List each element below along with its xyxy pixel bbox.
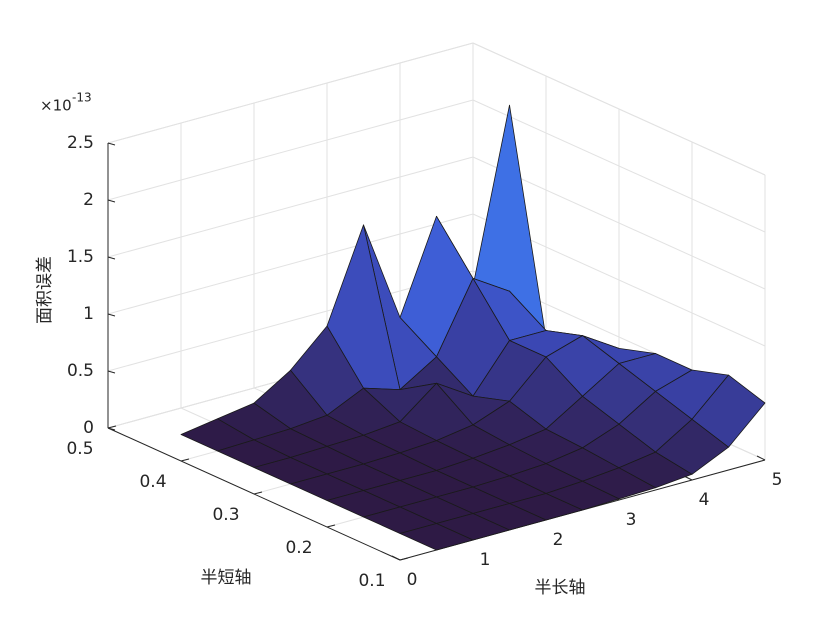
y-tick — [253, 491, 263, 495]
z-tick-label: 1 — [83, 304, 94, 324]
z-tick — [107, 199, 116, 203]
y-tick-label: 0.4 — [139, 472, 166, 492]
y-tick-label: 0.3 — [212, 505, 239, 525]
y-tick — [326, 524, 336, 528]
z-tick — [107, 427, 116, 431]
y-axis-label: 半短轴 — [201, 568, 252, 588]
grid-line — [472, 156, 766, 290]
x-tick-label: 3 — [626, 510, 637, 530]
z-tick — [107, 370, 116, 374]
x-tick-label: 5 — [772, 470, 783, 490]
x-tick-label: 2 — [553, 530, 564, 550]
z-tick-label: 2 — [83, 190, 94, 210]
y-tick-label: 0.2 — [285, 538, 312, 558]
grid-line — [107, 99, 474, 201]
z-tick-label: 1.5 — [67, 247, 94, 267]
x-tick-label: 0 — [407, 570, 418, 590]
x-tick-label: 4 — [699, 490, 710, 510]
z-tick — [107, 313, 116, 317]
grid-line — [107, 156, 474, 258]
x-tick-label: 1 — [480, 550, 491, 570]
y-tick-label: 0.1 — [358, 571, 385, 591]
grid-line — [472, 42, 766, 176]
y-tick — [107, 425, 117, 429]
grid-line — [107, 213, 474, 315]
z-tick — [107, 256, 116, 260]
x-tick — [391, 555, 401, 561]
z-tick-label: 0.5 — [67, 361, 94, 381]
y-tick — [180, 458, 190, 462]
y-tick — [399, 557, 409, 561]
z-tick-label: 0 — [83, 418, 94, 438]
x-axis-label: 半长轴 — [535, 578, 586, 598]
y-tick-label: 0.5 — [66, 439, 93, 459]
z-multiplier: ×10 — [40, 97, 72, 115]
grid-line — [472, 99, 766, 233]
z-exponent: -13 — [72, 91, 92, 105]
surface-face — [399, 523, 474, 551]
z-tick — [107, 142, 116, 146]
z-tick-label: 2.5 — [67, 133, 94, 153]
z-axis-label: 面积误差 — [35, 256, 55, 324]
x-tick — [756, 455, 766, 461]
grid-line — [107, 42, 474, 144]
